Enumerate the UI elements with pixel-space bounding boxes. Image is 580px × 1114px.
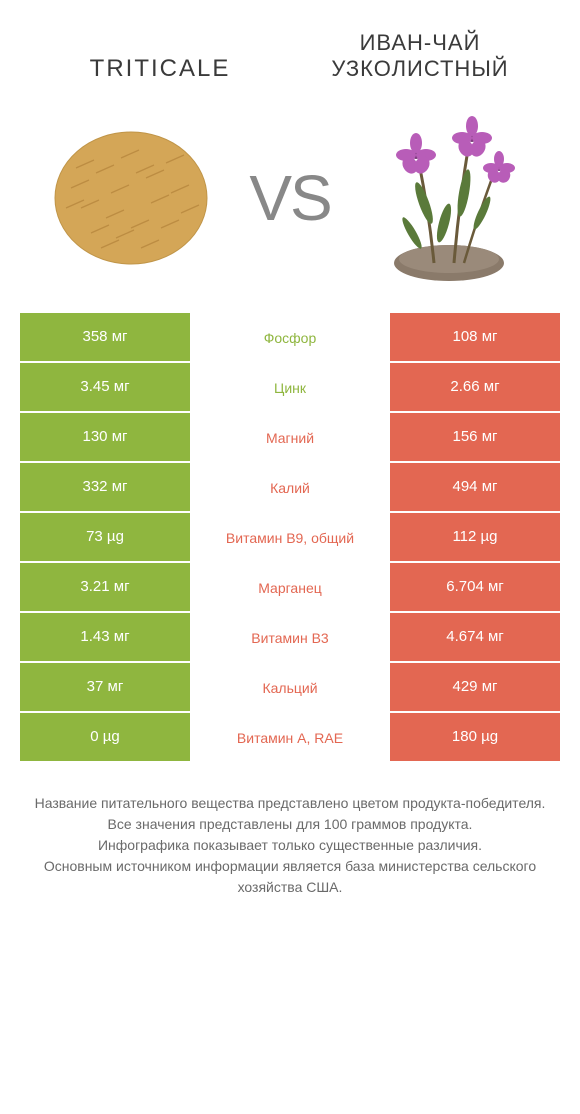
- table-row: 332 мгКалий494 мг: [20, 463, 560, 513]
- cell-nutrient-label: Калий: [190, 463, 390, 513]
- cell-right-value: 2.66 мг: [390, 363, 560, 413]
- cell-left-value: 37 мг: [20, 663, 190, 713]
- grain-icon: [51, 118, 211, 278]
- cell-right-value: 156 мг: [390, 413, 560, 463]
- images-row: VS: [0, 93, 580, 313]
- cell-nutrient-label: Цинк: [190, 363, 390, 413]
- footer-text: Название питательного вещества представл…: [0, 763, 580, 898]
- cell-left-value: 1.43 мг: [20, 613, 190, 663]
- cell-nutrient-label: Витамин A, RAE: [190, 713, 390, 763]
- table-row: 358 мгФосфор108 мг: [20, 313, 560, 363]
- title-left: TRITICALE: [30, 55, 290, 83]
- image-left: [46, 113, 216, 283]
- cell-left-value: 3.45 мг: [20, 363, 190, 413]
- comparison-table: 358 мгФосфор108 мг3.45 мгЦинк2.66 мг130 …: [0, 313, 580, 763]
- cell-nutrient-label: Витамин B9, общий: [190, 513, 390, 563]
- footer-line3: Инфографика показывает только существенн…: [25, 835, 555, 856]
- cell-left-value: 130 мг: [20, 413, 190, 463]
- image-right: [364, 113, 534, 283]
- cell-right-value: 429 мг: [390, 663, 560, 713]
- cell-nutrient-label: Марганец: [190, 563, 390, 613]
- header: TRITICALE ИВАН-ЧАЙ УЗКОЛИСТНЫЙ: [0, 0, 580, 93]
- cell-left-value: 0 µg: [20, 713, 190, 763]
- cell-right-value: 180 µg: [390, 713, 560, 763]
- cell-right-value: 108 мг: [390, 313, 560, 363]
- table-row: 3.21 мгМарганец6.704 мг: [20, 563, 560, 613]
- cell-nutrient-label: Витамин B3: [190, 613, 390, 663]
- cell-right-value: 4.674 мг: [390, 613, 560, 663]
- table-row: 3.45 мгЦинк2.66 мг: [20, 363, 560, 413]
- table-row: 73 µgВитамин B9, общий112 µg: [20, 513, 560, 563]
- title-right: ИВАН-ЧАЙ УЗКОЛИСТНЫЙ: [290, 30, 550, 83]
- title-right-line1: ИВАН-ЧАЙ: [290, 30, 550, 56]
- cell-left-value: 73 µg: [20, 513, 190, 563]
- cell-right-value: 6.704 мг: [390, 563, 560, 613]
- footer-line2: Все значения представлены для 100 граммо…: [25, 814, 555, 835]
- table-row: 1.43 мгВитамин B34.674 мг: [20, 613, 560, 663]
- vs-label: VS: [249, 161, 330, 235]
- cell-left-value: 3.21 мг: [20, 563, 190, 613]
- footer-line1: Название питательного вещества представл…: [25, 793, 555, 814]
- title-right-line2: УЗКОЛИСТНЫЙ: [290, 56, 550, 82]
- plant-icon: [364, 113, 534, 283]
- cell-right-value: 112 µg: [390, 513, 560, 563]
- cell-nutrient-label: Кальций: [190, 663, 390, 713]
- table-row: 130 мгМагний156 мг: [20, 413, 560, 463]
- cell-nutrient-label: Фосфор: [190, 313, 390, 363]
- table-row: 37 мгКальций429 мг: [20, 663, 560, 713]
- cell-right-value: 494 мг: [390, 463, 560, 513]
- cell-nutrient-label: Магний: [190, 413, 390, 463]
- cell-left-value: 332 мг: [20, 463, 190, 513]
- table-row: 0 µgВитамин A, RAE180 µg: [20, 713, 560, 763]
- footer-line4: Основным источником информации является …: [25, 856, 555, 898]
- cell-left-value: 358 мг: [20, 313, 190, 363]
